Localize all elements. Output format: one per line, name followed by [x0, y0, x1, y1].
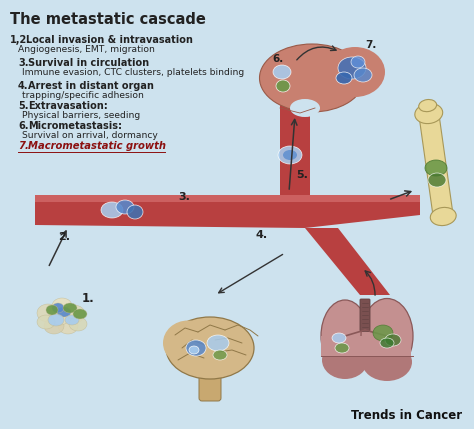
Text: Micrometastasis:: Micrometastasis: — [28, 121, 122, 131]
Polygon shape — [305, 195, 420, 202]
Ellipse shape — [415, 103, 443, 124]
Ellipse shape — [425, 160, 447, 176]
Ellipse shape — [213, 350, 227, 360]
Ellipse shape — [127, 205, 143, 219]
Text: Physical barriers, seeding: Physical barriers, seeding — [22, 111, 140, 120]
Text: Trends in Cancer: Trends in Cancer — [351, 409, 462, 422]
Ellipse shape — [354, 68, 372, 82]
Ellipse shape — [73, 309, 87, 319]
Ellipse shape — [419, 100, 437, 112]
Text: 6.: 6. — [18, 121, 28, 131]
Text: 7.: 7. — [18, 141, 29, 151]
Ellipse shape — [335, 343, 349, 353]
Ellipse shape — [166, 317, 254, 379]
Ellipse shape — [52, 298, 72, 314]
Polygon shape — [35, 195, 305, 228]
Ellipse shape — [361, 299, 413, 374]
Text: 2.: 2. — [58, 232, 70, 242]
Ellipse shape — [278, 146, 302, 164]
Ellipse shape — [276, 80, 290, 92]
Ellipse shape — [51, 311, 69, 325]
Ellipse shape — [52, 303, 64, 313]
Ellipse shape — [373, 325, 393, 341]
Ellipse shape — [63, 305, 85, 323]
Text: trapping/specific adhesion: trapping/specific adhesion — [22, 91, 144, 100]
Text: 5.: 5. — [18, 101, 28, 111]
Text: Angiogenesis, EMT, migration: Angiogenesis, EMT, migration — [18, 45, 155, 54]
Ellipse shape — [65, 315, 79, 325]
Text: 5.: 5. — [296, 170, 308, 180]
FancyBboxPatch shape — [419, 110, 453, 220]
Polygon shape — [35, 195, 305, 202]
Ellipse shape — [37, 315, 55, 329]
Ellipse shape — [186, 340, 206, 356]
Polygon shape — [305, 195, 420, 228]
Text: Survival in circulation: Survival in circulation — [28, 58, 149, 68]
Ellipse shape — [428, 173, 446, 187]
Text: 4.: 4. — [18, 81, 28, 91]
Ellipse shape — [37, 304, 59, 322]
Ellipse shape — [46, 305, 58, 315]
Ellipse shape — [57, 307, 71, 317]
Text: 6.: 6. — [272, 54, 283, 64]
Ellipse shape — [69, 317, 87, 331]
Text: 1.: 1. — [82, 292, 95, 305]
Text: 1,2.: 1,2. — [10, 35, 31, 45]
Ellipse shape — [63, 303, 77, 313]
Ellipse shape — [116, 200, 134, 214]
Ellipse shape — [351, 56, 365, 68]
Ellipse shape — [380, 338, 394, 348]
Polygon shape — [321, 336, 369, 356]
Text: Local invasion & intravasation: Local invasion & intravasation — [26, 35, 193, 45]
Ellipse shape — [362, 343, 412, 381]
Text: The metastatic cascade: The metastatic cascade — [10, 12, 206, 27]
Polygon shape — [363, 336, 411, 356]
Text: 7.: 7. — [365, 40, 376, 50]
Text: Immune evasion, CTC clusters, platelets binding: Immune evasion, CTC clusters, platelets … — [22, 68, 244, 77]
Text: Survival on arrival, dormancy: Survival on arrival, dormancy — [22, 131, 158, 140]
Polygon shape — [280, 195, 310, 202]
Text: Arrest in distant organ: Arrest in distant organ — [28, 81, 154, 91]
Text: 3.: 3. — [18, 58, 28, 68]
FancyBboxPatch shape — [199, 373, 221, 401]
Ellipse shape — [273, 65, 291, 79]
Ellipse shape — [332, 333, 346, 343]
Text: 4.: 4. — [256, 230, 268, 240]
Text: Macrometastatic growth: Macrometastatic growth — [28, 141, 166, 151]
Ellipse shape — [336, 72, 352, 84]
Text: 3.: 3. — [178, 192, 190, 202]
Ellipse shape — [207, 335, 229, 351]
Ellipse shape — [325, 47, 385, 97]
Ellipse shape — [430, 207, 456, 226]
Polygon shape — [280, 80, 310, 195]
Ellipse shape — [283, 150, 297, 160]
Text: Extravasation:: Extravasation: — [28, 101, 108, 111]
Ellipse shape — [290, 99, 320, 117]
Ellipse shape — [163, 320, 213, 366]
Ellipse shape — [189, 346, 199, 354]
Ellipse shape — [48, 314, 64, 326]
FancyBboxPatch shape — [360, 299, 370, 331]
Ellipse shape — [58, 318, 78, 334]
Ellipse shape — [321, 300, 369, 372]
Ellipse shape — [44, 318, 64, 334]
Polygon shape — [305, 228, 390, 295]
Ellipse shape — [385, 334, 401, 346]
Ellipse shape — [322, 341, 368, 379]
Ellipse shape — [101, 202, 123, 218]
Ellipse shape — [259, 44, 365, 112]
Ellipse shape — [338, 57, 366, 79]
